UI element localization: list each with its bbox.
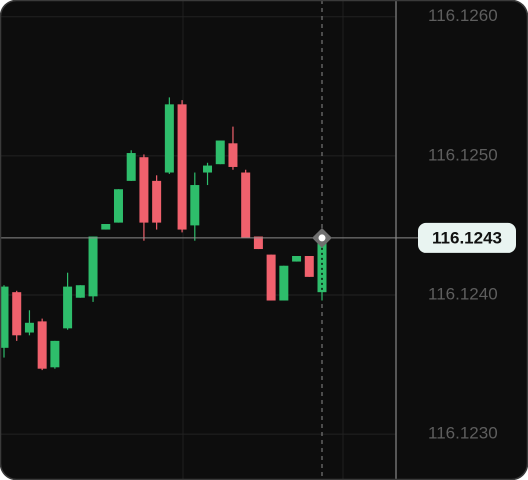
candle-body [317,237,327,293]
candle-body [139,157,149,223]
y-tick-label: 116.1250 [428,145,498,164]
candle-body [88,236,98,297]
candle-body [152,180,162,223]
candle-body [266,254,276,301]
candle-body [241,172,251,238]
candle-body [304,256,314,277]
candle-body [253,236,263,250]
candle-body [0,286,9,348]
candle-body [190,185,200,226]
candle-body [279,265,289,301]
y-tick-label: 116.1240 [428,284,498,303]
candle-body [164,104,174,173]
price-label-box [418,222,516,253]
candle-body [113,189,123,223]
price-label: 116.1243 [432,228,502,247]
candle-body [37,321,47,369]
y-tick-label: 116.1230 [428,424,498,443]
candle-body [203,165,213,173]
candle-body [292,256,302,262]
candle-body [177,104,187,230]
candle-body [101,224,111,230]
candle-body [228,143,238,167]
candle-body [215,140,225,165]
y-tick-label: 116.1260 [428,6,498,25]
candle-body [12,292,22,336]
candle-body [75,285,85,298]
candle-body [50,340,60,368]
candle-body [63,286,73,329]
crosshair-dot [318,234,326,242]
candle-body [126,153,136,181]
candle-body [24,322,34,333]
